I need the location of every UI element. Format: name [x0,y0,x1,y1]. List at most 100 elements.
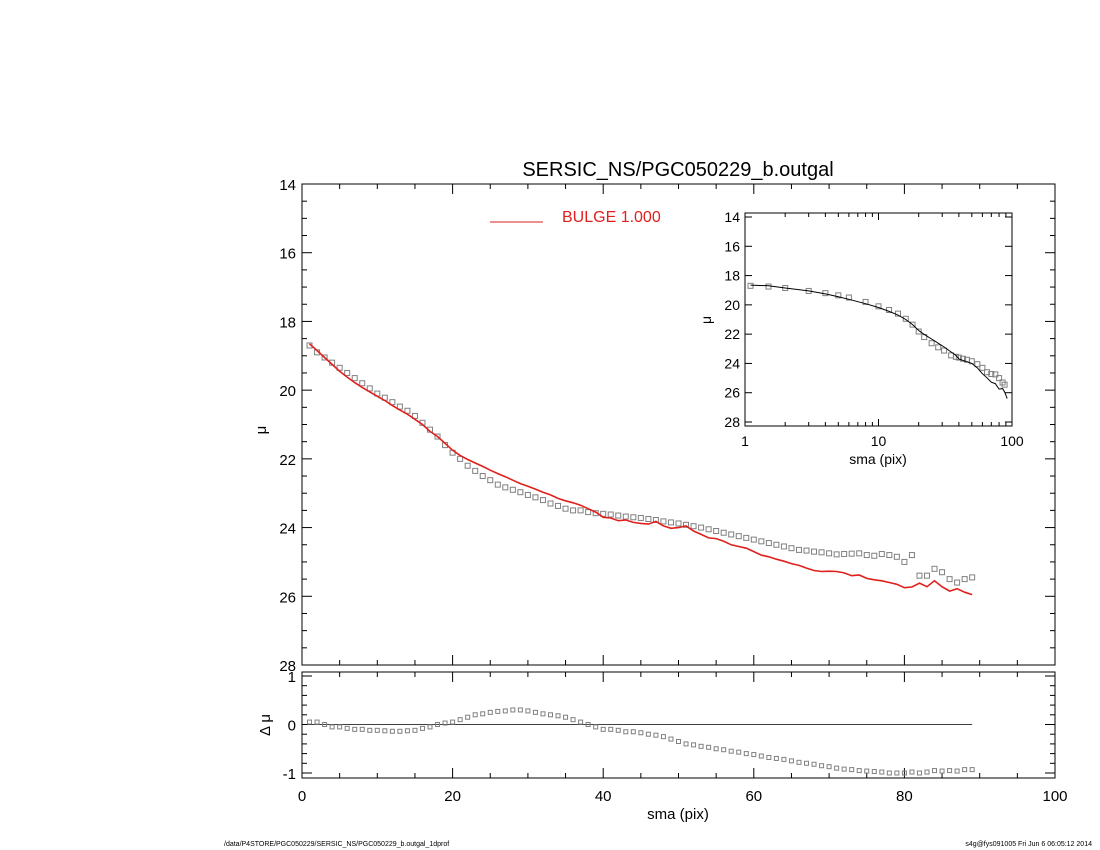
data-point [788,545,795,552]
x-tick-label: 40 [595,788,612,805]
data-point [570,717,576,723]
plot-frame [301,671,1056,779]
data-point [924,769,930,775]
data-point [698,743,704,749]
data-point [667,519,674,526]
data-point [1001,381,1008,388]
data-point [645,731,651,737]
data-point [487,709,493,715]
data-point [637,514,644,521]
data-point [969,767,975,773]
data-point [351,375,358,382]
y-tick-label: 22 [724,326,740,342]
data-point [901,558,908,565]
data-point [344,725,350,731]
data-point [713,528,720,535]
data-point [979,364,986,371]
data-point [307,719,313,725]
data-point [563,714,569,720]
y-tick-label: 14 [724,209,740,225]
data-point [941,347,948,354]
data-point [472,712,478,718]
data-point [908,552,915,559]
data-point [962,767,968,773]
footer-file-path: /data/P4STORE/PGC050229/SERSIC_NS/PGC050… [224,841,450,848]
inset-background [745,213,1012,426]
data-point [652,517,659,524]
data-point [713,746,719,752]
data-point [841,766,847,772]
data-point [404,407,411,414]
chart-title: SERSIC_NS/PGC050229_b.outgal [522,159,833,181]
y-tick-label: 28 [724,414,740,430]
data-point [555,713,561,719]
data-point [623,729,629,735]
data-point [532,494,539,501]
data-point [479,473,486,480]
data-point [396,403,403,410]
data-point [457,717,463,723]
x-tick-label: 0 [298,788,306,805]
data-point [472,467,479,474]
data-point [321,354,328,361]
data-point [923,572,930,579]
data-point [555,502,562,509]
data-point [494,481,501,488]
data-point [539,497,546,504]
data-point [352,726,358,732]
data-point [638,730,644,736]
y-axis-label: Δ μ [257,714,274,736]
data-point [419,725,425,731]
data-point [450,719,456,725]
x-tick-label: 20 [444,788,461,805]
inset-loglog-panel: 14 16 18 20 22 24 26 281 10 100 sma (pix) μ [698,209,1024,467]
data-point [705,526,712,533]
data-point [947,768,953,774]
data-point [871,552,878,559]
data-point [442,720,448,726]
data-point [509,486,516,493]
data-point [577,507,584,514]
data-point [788,758,794,764]
data-point [585,509,592,516]
data-point [915,328,922,335]
data-point [337,724,343,730]
y-tick-label: 20 [724,297,740,313]
x-tick-label: 100 [1000,433,1024,449]
data-point [795,546,802,553]
data-point [765,540,772,547]
data-point [540,711,546,717]
data-point [480,711,486,717]
data-point [736,749,742,755]
data-point [683,741,689,747]
data-point [495,708,501,714]
data-point [974,361,981,368]
data-point [811,761,817,767]
data-point [630,514,637,521]
data-point [845,294,852,301]
data-point [374,727,380,733]
data-point [524,491,531,498]
y-tick-label: -1 [283,766,296,783]
data-point [833,551,840,558]
data-point [766,754,772,760]
data-point [780,543,787,550]
y-tick-label: 1 [288,669,296,686]
data-point [946,576,953,583]
data-point [803,547,810,554]
data-point [691,742,697,748]
x-tick-label: 80 [896,788,913,805]
data-point [879,769,885,775]
bulge-model-line [308,343,973,596]
data-point [743,751,749,757]
data-point [804,760,810,766]
data-point [412,727,418,733]
data-point [404,728,410,734]
data-point [645,515,652,522]
data-point [819,763,825,769]
data-point [720,529,727,536]
data-point [600,726,606,732]
data-point [608,726,614,732]
data-point [615,727,621,733]
